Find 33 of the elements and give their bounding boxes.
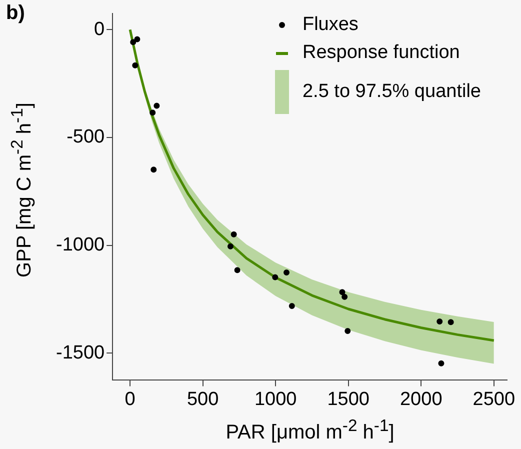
point — [448, 319, 454, 326]
point — [288, 302, 295, 309]
point — [344, 328, 351, 334]
x-tick-label: 0 — [124, 388, 136, 410]
x-tick-label: 2500 — [472, 388, 516, 410]
x-axis-title: PAR [μmol m$^{-2}$ h$^{-1}$] — [226, 416, 394, 445]
point — [284, 270, 290, 276]
annotation: 2.5 to 97.5% quantile — [302, 81, 481, 103]
point — [436, 318, 443, 325]
x-tick-label: 2000 — [400, 388, 442, 410]
point — [230, 231, 237, 238]
legend-label: Response function — [302, 42, 460, 64]
point — [150, 166, 157, 173]
point — [438, 360, 444, 366]
x-tick-label: 1500 — [327, 388, 370, 410]
point — [132, 62, 138, 68]
point — [339, 289, 346, 296]
point — [272, 274, 278, 280]
legend-label: Fluxes — [302, 14, 358, 36]
x-tick-label: 500 — [186, 388, 219, 410]
point — [130, 39, 136, 46]
point — [134, 36, 140, 42]
y-tick-label: -500 — [66, 126, 105, 148]
chart-title: b) — [6, 2, 25, 25]
y-tick-label: 0 — [94, 18, 105, 40]
point — [342, 294, 348, 300]
point — [227, 243, 234, 250]
point — [150, 110, 156, 116]
point — [234, 267, 240, 274]
x-tick-label: 1000 — [254, 388, 297, 410]
y-tick-label: -1000 — [56, 234, 105, 256]
y-tick-label: -1500 — [56, 342, 105, 364]
point — [154, 102, 160, 109]
